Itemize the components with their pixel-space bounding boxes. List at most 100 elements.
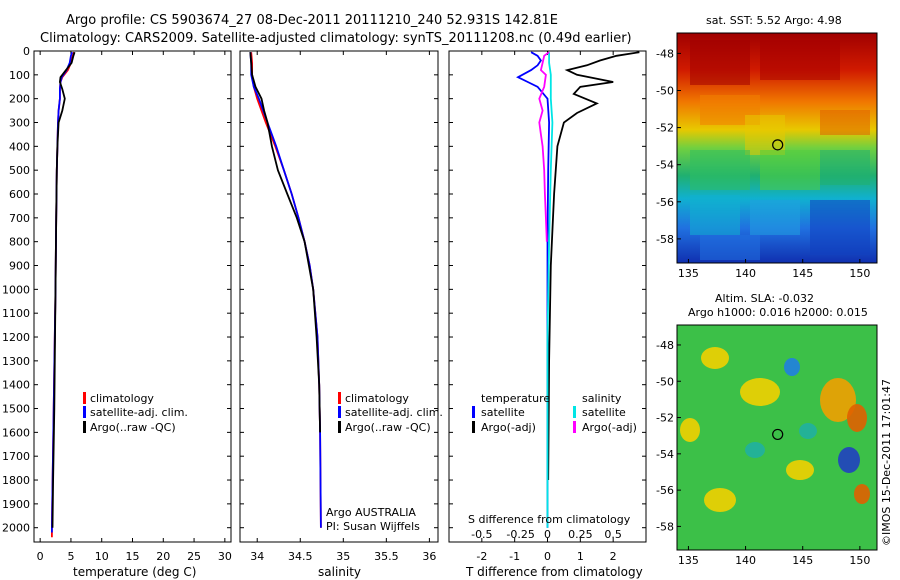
series-line xyxy=(516,51,551,528)
series-line xyxy=(249,52,321,433)
series-line xyxy=(538,51,550,242)
x-tick-label: 20 xyxy=(156,550,170,563)
x-tick-label: 34 xyxy=(250,550,264,563)
series-line xyxy=(546,52,554,528)
legend-title-salinity: salinity xyxy=(582,392,622,405)
map-x-tick-label: 145 xyxy=(792,554,813,567)
sst-map-frame xyxy=(676,32,878,264)
x-tick-label: -1 xyxy=(509,550,520,563)
x-tick-label: -2 xyxy=(476,550,487,563)
x-tick-label: 30 xyxy=(218,550,232,563)
depth-tick-label: 1400 xyxy=(2,379,30,392)
depth-axis: 0 100 200 300 400 500 600 700 800 900 1000 1100 1200… xyxy=(2,45,646,535)
sst-map-title: sat. SST: 5.52 Argo: 4.98 xyxy=(706,14,842,27)
legend-swatch-argo xyxy=(338,421,341,433)
x-tick-label: 15 xyxy=(126,550,140,563)
temperature-axes-frame xyxy=(33,50,232,543)
depth-tick-label: 500 xyxy=(9,164,30,177)
depth-tick-label: 1300 xyxy=(2,355,30,368)
legend-swatch-temp-satellite xyxy=(472,406,475,418)
legend-swatch-climatology xyxy=(83,392,86,404)
depth-tick-label: 400 xyxy=(9,140,30,153)
sla-map-panel: Altim. SLA: -0.032 Argo h1000: 0.016 h20… xyxy=(656,292,878,567)
depth-tick-label: 0 xyxy=(23,45,30,58)
legend-title-temperature: temperature xyxy=(481,392,550,405)
sla-patch xyxy=(745,442,765,458)
sla-patch xyxy=(786,460,814,480)
legend-label-argo: Argo(..raw -QC) xyxy=(345,421,431,434)
argo-owner-annotation: Argo AUSTRALIA xyxy=(326,506,416,519)
map-y-tick-label: -50 xyxy=(656,85,674,98)
map-x-tick-label: 150 xyxy=(849,554,870,567)
legend-label-sal-argo: Argo(-adj) xyxy=(582,421,637,434)
x-tick-label: 5 xyxy=(67,550,74,563)
legend-label-climatology: climatology xyxy=(90,392,154,405)
header-line2: Climatology: CARS2009. Satellite-adjuste… xyxy=(40,31,632,46)
sst-patch xyxy=(750,200,800,235)
difference-x-axis: -2 -1 0 1 2 -0.5 -0.25 0 0.25 0.5 xyxy=(471,51,622,563)
temperature-legend: climatology satellite-adj. clim. Argo(..… xyxy=(83,392,188,434)
x-tick-label: 0 xyxy=(544,550,551,563)
sst-patch xyxy=(690,150,750,190)
legend-swatch-argo xyxy=(83,421,86,433)
depth-tick-label: 2000 xyxy=(2,522,30,535)
salinity-legend: climatology satellite-adj. clim. Argo(..… xyxy=(338,392,443,434)
s-tick-label: -0.25 xyxy=(506,528,534,541)
salinity-xlabel: salinity xyxy=(318,565,361,579)
sla-patch xyxy=(784,358,800,376)
salinity-axes-frame xyxy=(239,50,439,543)
legend-label-satellite: satellite-adj. clim. xyxy=(345,406,443,419)
depth-tick-label: 300 xyxy=(9,117,30,130)
depth-tick-label: 1600 xyxy=(2,426,30,439)
sst-patch xyxy=(760,150,820,190)
map-x-tick-label: 140 xyxy=(735,267,756,280)
map-y-tick-label: -50 xyxy=(656,375,674,388)
sla-patch xyxy=(838,447,860,473)
depth-tick-label: 1200 xyxy=(2,331,30,344)
map-x-tick-label: 135 xyxy=(678,554,699,567)
sla-map-axes: 135 140 145 150 -48 -50 -52 -54 -56 -58 xyxy=(656,339,870,567)
legend-swatch-sal-argo xyxy=(573,421,576,433)
temperature-panel: 0100200300400500600700800900100011001200… xyxy=(2,45,646,579)
x-tick-label: 1 xyxy=(577,550,584,563)
temperature-x-axis: 0 5 10 15 20 25 30 xyxy=(37,51,232,563)
depth-tick-label: 1700 xyxy=(2,450,30,463)
map-x-tick-label: 135 xyxy=(678,267,699,280)
difference-legend-salinity: salinity satellite Argo(-adj) xyxy=(573,392,637,434)
legend-swatch-satellite xyxy=(338,406,341,418)
sla-patch xyxy=(701,347,729,369)
depth-tick-label: 200 xyxy=(9,93,30,106)
legend-swatch-climatology xyxy=(338,392,341,404)
temperature-lines xyxy=(51,51,76,538)
s-tick-label: 0.25 xyxy=(568,528,593,541)
argo-location-marker xyxy=(772,139,784,151)
map-y-tick-label: -52 xyxy=(656,412,674,425)
legend-label-satellite: satellite-adj. clim. xyxy=(90,406,188,419)
temperature-xlabel: temperature (deg C) xyxy=(73,565,196,579)
sst-patch xyxy=(690,195,740,235)
map-y-tick-label: -48 xyxy=(656,47,674,60)
map-y-tick-label: -58 xyxy=(656,233,674,246)
sla-field-detail xyxy=(680,347,870,512)
sst-patch xyxy=(820,150,870,185)
legend-label-argo: Argo(..raw -QC) xyxy=(90,421,176,434)
sla-patch xyxy=(704,488,736,512)
sla-patch xyxy=(847,404,867,432)
series-line xyxy=(249,52,322,528)
map-y-tick-label: -54 xyxy=(656,448,674,461)
s-tick-label: -0.5 xyxy=(471,528,492,541)
x-tick-label: 2 xyxy=(610,550,617,563)
sla-patch xyxy=(799,423,817,439)
salinity-x-axis: 34 34.5 35 35.5 36 xyxy=(250,51,436,563)
x-tick-label: 35 xyxy=(336,550,350,563)
sst-map-axes: 135 140 145 150 -48 -50 -52 -54 -56 -58 xyxy=(656,47,870,280)
depth-tick-label: 1100 xyxy=(2,307,30,320)
map-y-tick-label: -56 xyxy=(656,196,674,209)
depth-tick-label: 1500 xyxy=(2,403,30,416)
depth-tick-label: 700 xyxy=(9,212,30,225)
legend-label-temp-satellite: satellite xyxy=(481,406,525,419)
x-tick-label: 36 xyxy=(422,550,436,563)
map-x-tick-label: 145 xyxy=(792,267,813,280)
salinity-panel: 34 34.5 35 35.5 36 salinity climatology sate… xyxy=(239,50,443,579)
